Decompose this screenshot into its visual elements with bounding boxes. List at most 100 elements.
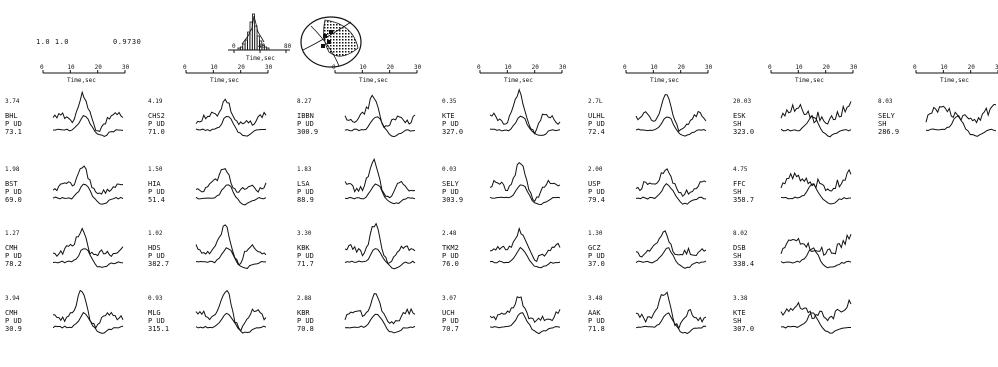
observed-waveform xyxy=(635,230,707,258)
station-label: AAK P UD 71.8 xyxy=(588,309,605,333)
histogram-tick-label: 40 xyxy=(258,43,266,50)
station-amplitude: 3.07 xyxy=(442,295,457,302)
observed-waveform xyxy=(635,94,707,133)
histogram-bar xyxy=(242,43,246,51)
station-label: KBK P UD 71.7 xyxy=(297,244,314,268)
synthetic-waveform xyxy=(52,311,124,334)
time-axis-tick-label: 30 xyxy=(559,64,567,71)
time-axis-tick-label: 20 xyxy=(238,64,246,71)
time-axis-label: Time,sec xyxy=(795,77,824,84)
station-amplitude: 1.98 xyxy=(5,166,20,173)
station-label: DSB SH 338.4 xyxy=(733,244,755,268)
synthetic-waveform xyxy=(635,312,707,335)
observed-waveform xyxy=(635,291,707,330)
station-label: SELY SH 286.9 xyxy=(878,112,900,136)
time-axis-tick-label: 10 xyxy=(210,64,218,71)
observed-waveform xyxy=(52,289,124,330)
synthetic-waveform xyxy=(635,247,707,269)
station-amplitude: 3.74 xyxy=(5,98,20,105)
time-axis-tick-label: 10 xyxy=(650,64,658,71)
histogram-bar xyxy=(244,39,248,51)
observed-waveform xyxy=(489,162,561,203)
time-axis-label: Time,sec xyxy=(67,77,96,84)
station-amplitude: 3.30 xyxy=(297,230,312,237)
time-axis-label: Time,sec xyxy=(210,77,239,84)
time-axis-tick-label: 10 xyxy=(795,64,803,71)
station-label: CMH P UD 78.2 xyxy=(5,244,22,268)
time-axis-tick-label: 30 xyxy=(414,64,422,71)
station-label: UCH P UD 70.7 xyxy=(442,309,459,333)
synthetic-waveform xyxy=(52,248,124,268)
observed-waveform xyxy=(195,167,267,193)
observed-waveform xyxy=(780,101,852,125)
time-axis-tick-label: 0 xyxy=(623,64,627,71)
station-amplitude: 8.27 xyxy=(297,98,312,105)
station-label: LSA P UD 88.9 xyxy=(297,180,314,204)
time-axis-tick-label: 20 xyxy=(532,64,540,71)
synthetic-waveform xyxy=(780,115,852,138)
synthetic-waveform xyxy=(195,312,267,334)
station-label: BST P UD 69.0 xyxy=(5,180,22,204)
synthetic-waveform xyxy=(489,312,561,335)
station-amplitude: 1.30 xyxy=(588,230,603,237)
synthetic-waveform xyxy=(195,184,267,206)
station-label: ESK SH 323.0 xyxy=(733,112,755,136)
time-axis-tick-label: 30 xyxy=(705,64,713,71)
observed-waveform xyxy=(489,226,561,263)
histogram-bar xyxy=(249,21,253,51)
observed-waveform xyxy=(344,222,416,265)
histogram-bar xyxy=(237,47,241,51)
synthetic-waveform xyxy=(489,184,561,206)
station-label: MLG P UD 315.1 xyxy=(148,309,170,333)
histogram-tick-label: 0 xyxy=(232,43,236,50)
station-amplitude: 1.50 xyxy=(148,166,163,173)
time-axis-tick-label: 10 xyxy=(504,64,512,71)
synthetic-waveform xyxy=(52,114,124,137)
polarity-marker xyxy=(327,40,331,44)
time-axis-label: Time,sec xyxy=(650,77,679,84)
observed-waveform xyxy=(489,88,561,135)
station-label: HDS P UD 382.7 xyxy=(148,244,170,268)
observed-waveform xyxy=(344,157,416,199)
histogram-bar xyxy=(254,25,258,51)
time-axis-tick-label: 0 xyxy=(40,64,44,71)
observed-waveform xyxy=(780,298,852,322)
time-axis-tick-label: 20 xyxy=(95,64,103,71)
synthetic-waveform xyxy=(635,183,707,205)
observed-waveform xyxy=(195,98,267,126)
station-label: GCZ P UD 37.0 xyxy=(588,244,605,268)
synthetic-waveform xyxy=(344,248,416,270)
time-axis-tick-label: 0 xyxy=(477,64,481,71)
station-label: SELY P UD 303.9 xyxy=(442,180,464,204)
station-amplitude: 2.00 xyxy=(588,166,603,173)
synthetic-waveform xyxy=(52,183,124,205)
station-label: CMH P UD 30.9 xyxy=(5,309,22,333)
station-amplitude: 1.27 xyxy=(5,230,20,237)
time-axis-label: Time,sec xyxy=(504,77,533,84)
station-amplitude: 8.03 xyxy=(878,98,893,105)
station-amplitude: 1.02 xyxy=(148,230,163,237)
station-label: FFC SH 358.7 xyxy=(733,180,755,204)
synthetic-waveform xyxy=(489,115,561,136)
synthetic-waveform xyxy=(344,183,416,205)
time-axis-label: Time,sec xyxy=(359,77,388,84)
observed-waveform xyxy=(344,94,416,129)
station-label: KTE P UD 327.0 xyxy=(442,112,464,136)
station-amplitude: 1.83 xyxy=(297,166,312,173)
time-axis-tick-label: 10 xyxy=(67,64,75,71)
observed-waveform xyxy=(52,90,124,133)
histogram-bar xyxy=(266,47,270,51)
observed-waveform xyxy=(52,227,124,258)
histogram-tick-label: 80 xyxy=(284,43,292,50)
synthetic-waveform xyxy=(489,246,561,269)
nodal-plane-2 xyxy=(310,25,340,67)
station-amplitude: 0.93 xyxy=(148,295,163,302)
station-amplitude: 2.88 xyxy=(297,295,312,302)
station-amplitude: 0.35 xyxy=(442,98,457,105)
time-axis-label: Time,sec xyxy=(940,77,969,84)
synthetic-waveform xyxy=(780,247,852,269)
station-amplitude: 3.38 xyxy=(733,295,748,302)
time-axis-tick-label: 20 xyxy=(387,64,395,71)
station-amplitude: 4.75 xyxy=(733,166,748,173)
